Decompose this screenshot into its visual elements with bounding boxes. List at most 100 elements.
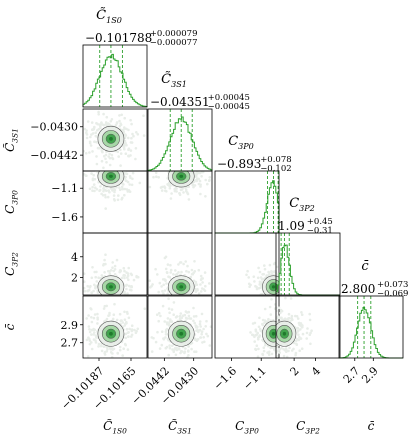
sample-point [170,192,173,195]
sample-point [169,271,172,274]
sample-point [83,280,86,284]
sample-point [264,343,267,347]
sample-point [193,260,196,263]
sample-point [282,354,286,358]
sample-point [309,331,312,335]
sample-point [287,312,291,316]
sample-point [262,346,266,350]
sample-point [297,333,300,337]
sample-point [116,150,120,154]
sample-point [192,319,195,323]
sample-point [199,185,202,188]
param-title-value: 2.800 [341,282,375,296]
contour-core [109,136,113,141]
sample-point [276,309,278,313]
sample-point [180,350,184,353]
sample-point [192,315,196,318]
sample-point [119,123,123,127]
sample-point [102,189,105,193]
param-title-lower-error: −0.00045 [208,102,250,112]
sample-point [132,134,135,138]
sample-point [105,350,109,353]
sample-point [88,187,92,191]
sample-point [129,118,132,122]
sample-point [273,261,277,265]
sample-point [173,187,176,191]
sample-point [194,282,198,286]
sample-point [103,304,107,308]
sample-point [125,287,128,291]
sample-point [263,307,267,311]
sample-point [123,139,127,143]
sample-point [168,275,171,279]
sample-point [110,347,114,350]
sample-point [122,347,125,351]
sample-point [124,141,127,145]
sample-point [90,320,94,324]
sample-point [111,352,114,355]
sample-point [110,356,114,358]
sample-point [119,148,122,152]
sample-point [88,141,92,145]
sample-point [150,336,154,339]
sample-point [155,313,159,317]
sample-point [113,188,117,192]
sample-point [175,346,178,350]
sample-point [204,325,207,328]
sample-point [261,322,264,326]
sample-point [188,317,191,320]
sample-point [270,269,273,273]
sample-point [93,313,97,316]
panel-frame [147,232,213,296]
sample-point [89,284,92,288]
sample-point [86,355,90,358]
sample-point [253,280,256,283]
sample-point [187,270,191,274]
sample-point [203,271,207,274]
sample-point [187,198,191,201]
sample-point [124,343,127,347]
sample-point [268,350,271,354]
sample-point [203,340,206,344]
contour-core [179,174,184,178]
sample-point [125,143,128,147]
sample-point [96,122,99,126]
sample-point [83,149,85,153]
param-title-symbol: C̃3S1 [161,71,187,89]
sample-point [127,266,130,270]
sample-point [155,175,158,178]
sample-point [167,307,171,311]
sample-point [121,182,124,185]
param-title-value: −0.101788 [85,31,152,45]
sample-point [277,316,281,320]
sample-point [129,285,132,288]
sample-point [200,332,203,336]
sample-point [99,126,102,130]
sample-point [160,285,163,288]
sample-point [158,347,162,350]
sample-point [122,266,126,270]
sample-point [108,190,111,194]
sample-point [148,185,152,189]
sample-point [168,186,172,190]
sample-point [183,313,187,317]
sample-point [96,322,99,325]
sample-point [104,121,108,124]
histogram-C3P0 [215,180,280,234]
sample-point [83,272,86,275]
sample-point [113,190,116,194]
sample-point [193,350,196,354]
sample-point [193,321,196,325]
contour-core [109,285,113,289]
sample-point [90,308,93,311]
sample-point [100,192,103,196]
param-title-value: 1.09 [278,219,305,233]
y-tick-label: −1.1 [51,182,78,195]
sample-point [166,292,170,295]
sample-point [200,330,204,333]
sample-point [199,325,202,328]
sample-point [90,328,93,332]
sample-point [260,281,264,284]
sample-point [249,331,252,334]
sample-point [92,289,95,293]
